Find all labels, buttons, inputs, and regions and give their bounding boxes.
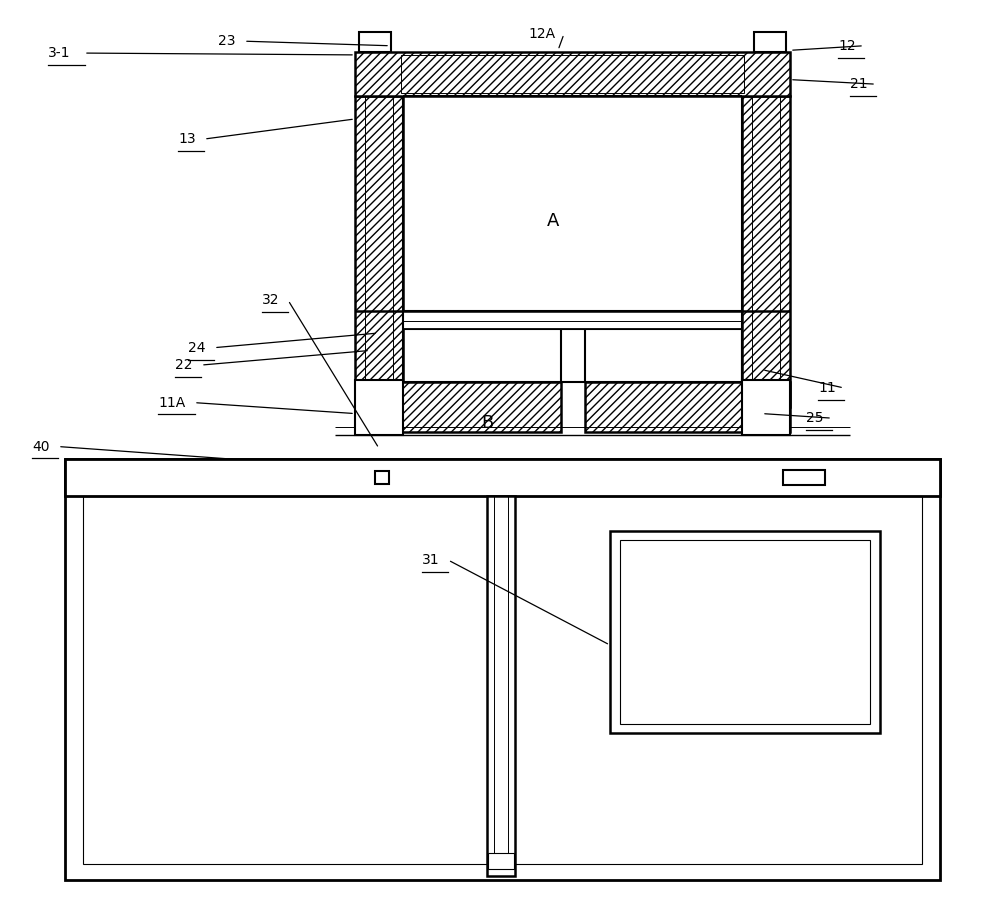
Bar: [584, 382, 790, 432]
Text: 11A: 11A: [158, 395, 185, 410]
Bar: [403, 96, 742, 311]
Text: 11: 11: [818, 381, 836, 395]
Text: 22: 22: [175, 358, 192, 372]
Bar: [782, 470, 824, 485]
Bar: [375, 471, 389, 484]
Bar: [610, 531, 880, 733]
Text: 25: 25: [806, 411, 824, 425]
Bar: [403, 311, 742, 329]
Bar: [487, 496, 515, 876]
Bar: [488, 853, 514, 869]
Text: 32: 32: [262, 293, 280, 307]
Bar: [355, 52, 790, 96]
Text: 31: 31: [422, 553, 440, 567]
Bar: [620, 540, 870, 724]
Bar: [83, 496, 922, 864]
Text: 23: 23: [218, 34, 236, 48]
Bar: [359, 32, 391, 52]
Text: 13: 13: [178, 132, 196, 146]
Bar: [754, 32, 786, 52]
Bar: [401, 55, 744, 93]
Bar: [65, 459, 940, 496]
Text: 12: 12: [838, 38, 856, 53]
Bar: [355, 380, 403, 435]
Bar: [65, 459, 940, 880]
Bar: [742, 96, 790, 407]
Text: B: B: [481, 414, 493, 432]
Bar: [403, 329, 742, 382]
Text: 40: 40: [32, 439, 50, 454]
Bar: [742, 380, 790, 435]
Bar: [355, 96, 403, 407]
Text: 12A: 12A: [528, 27, 555, 41]
Bar: [355, 382, 560, 432]
Text: A: A: [547, 212, 559, 231]
Text: 24: 24: [188, 340, 206, 355]
Text: 3-1: 3-1: [48, 46, 70, 60]
Text: 21: 21: [850, 77, 868, 92]
